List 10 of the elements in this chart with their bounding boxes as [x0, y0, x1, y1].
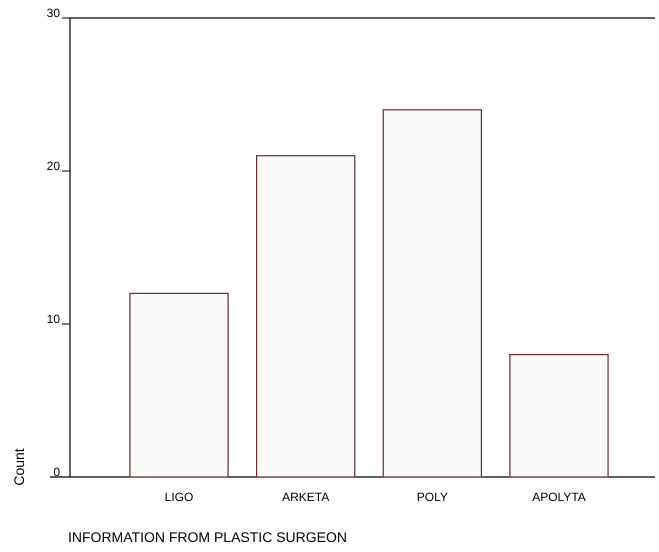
- x-axis-title: INFORMATION FROM PLASTIC SURGEON: [68, 529, 347, 545]
- y-tick-label: 20: [46, 158, 60, 173]
- y-axis-title: Count: [11, 448, 27, 486]
- x-tick-label: LIGO: [164, 490, 194, 504]
- y-tick-label: 0: [53, 464, 60, 479]
- x-tick-label: POLY: [416, 490, 448, 504]
- y-tick-label: 30: [46, 6, 60, 20]
- y-tick-label: 10: [46, 312, 60, 326]
- x-tick-label: ARKETA: [282, 490, 330, 504]
- x-tick-label: APOLYTA: [532, 490, 586, 504]
